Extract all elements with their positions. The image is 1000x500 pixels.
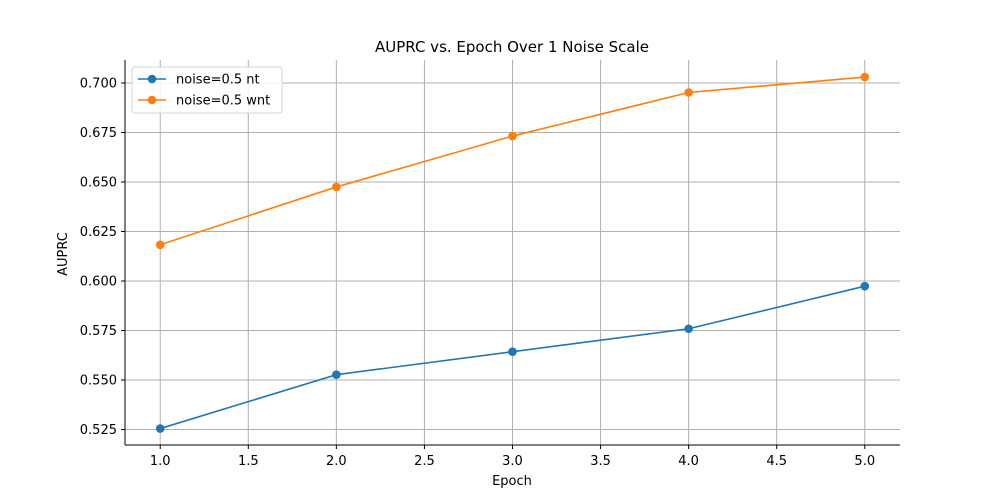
y-tick-label: 0.625: [80, 225, 117, 240]
y-tick-label: 0.575: [80, 324, 117, 339]
legend-label: noise=0.5 nt: [176, 73, 260, 88]
x-tick-label: 1.0: [150, 454, 171, 469]
x-tick-label: 2.0: [326, 454, 347, 469]
legend: noise=0.5 nt noise=0.5 wnt: [131, 66, 283, 114]
y-axis-label: AUPRC: [56, 232, 71, 276]
chart-title: AUPRC vs. Epoch Over 1 Noise Scale: [375, 38, 649, 56]
x-tick-label: 3.0: [502, 454, 523, 469]
data-point: [860, 281, 870, 291]
y-tick-label: 0.700: [80, 76, 117, 91]
data-point: [684, 324, 693, 334]
x-tick-label: 4.5: [766, 454, 787, 469]
legend-label: noise=0.5 wnt: [176, 94, 270, 109]
series-group: [155, 72, 870, 433]
data-point: [332, 370, 341, 379]
legend-marker: [147, 95, 157, 105]
data-point: [508, 347, 517, 357]
x-tick-label: 3.5: [590, 454, 611, 469]
legend-marker: [147, 74, 157, 84]
x-axis-ticks: 1.0 1.5 2.0 2.5 3.0 3.5 4.0 4.5 5.0: [150, 445, 875, 469]
legend-box: [131, 66, 283, 114]
x-tick-label: 4.0: [678, 454, 699, 469]
x-tick-label: 1.5: [238, 454, 259, 469]
data-point: [332, 182, 341, 192]
data-point: [860, 72, 870, 82]
y-tick-label: 0.600: [80, 275, 117, 290]
data-point: [155, 240, 165, 250]
x-axis-label: Epoch: [492, 474, 532, 489]
y-axis-ticks: 0.525 0.550 0.575 0.600 0.625 0.650 0.675 0.700: [80, 76, 125, 438]
y-tick-label: 0.650: [80, 175, 117, 190]
x-tick-label: 2.5: [414, 454, 435, 469]
x-tick-label: 5.0: [854, 454, 875, 469]
grid: [125, 60, 900, 445]
data-point: [508, 131, 517, 141]
series-group-1: [155, 72, 870, 250]
y-tick-label: 0.675: [80, 126, 117, 141]
y-tick-label: 0.525: [80, 423, 117, 438]
data-point: [155, 424, 165, 433]
y-tick-label: 0.550: [80, 374, 117, 389]
data-point: [684, 88, 693, 97]
series-group-0: [155, 281, 870, 433]
